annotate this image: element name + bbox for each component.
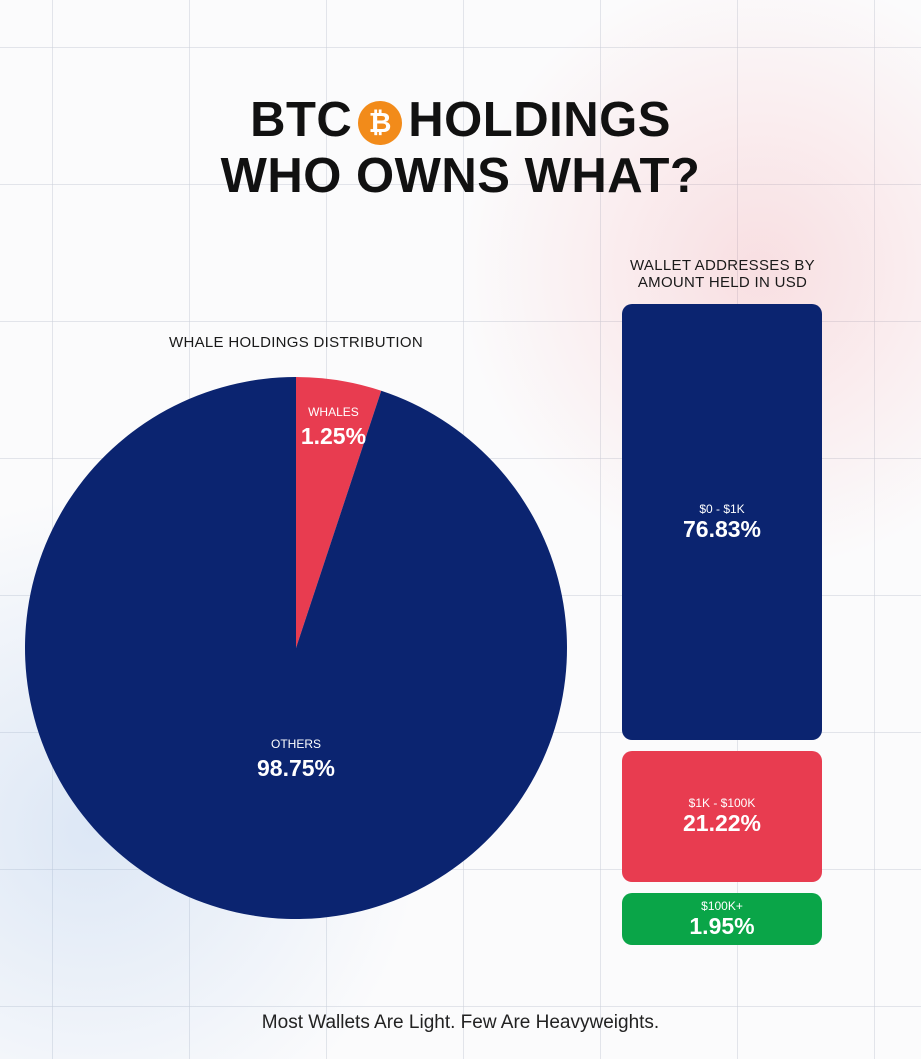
bar-value-label: 76.83% <box>682 515 761 542</box>
bitcoin-icon: ₿ <box>358 101 403 145</box>
title-line-2: WHO OWNS WHAT? <box>220 149 701 203</box>
bar-block-0-1k: $0 - $1K 76.83% <box>622 304 822 740</box>
title-line-1: BTC ₿ HOLDINGS <box>0 92 921 148</box>
pie-label-whales: WHALES <box>308 405 359 419</box>
bar-value-label: 1.95% <box>689 913 755 939</box>
bar-category-label: $1K - $100K <box>688 796 756 811</box>
bar-category-label: $0 - $1K <box>699 501 745 516</box>
footer-caption: Most Wallets Are Light. Few Are Heavywei… <box>261 1012 660 1033</box>
pie-value-others: 98.75% <box>257 755 335 781</box>
pie-slice-others <box>24 377 568 919</box>
bar-value-label: 21.22% <box>682 810 761 837</box>
pie-slice-whales <box>296 377 382 648</box>
pie-label-others: OTHERS <box>271 737 321 751</box>
title-btc: BTC <box>250 93 353 147</box>
bar-block-1k-100k: $1K - $100K 21.22% <box>622 750 822 882</box>
title-holdings: HOLDINGS <box>408 93 671 147</box>
page-title: BTC ₿ HOLDINGS WHO OWNS WHAT? <box>0 92 921 204</box>
bar-chart-title-line-1: WALLET ADDRESSES BY <box>630 257 815 274</box>
bar-category-label: $100K+ <box>701 899 743 913</box>
pie-chart-title: WHALE HOLDINGS DISTRIBUTION <box>169 334 423 351</box>
pie-value-whales: 1.25% <box>301 423 366 449</box>
bar-chart-title-line-2: AMOUNT HELD IN USD <box>637 274 808 291</box>
bar-block-100k-plus: $100K+ 1.95% <box>622 893 822 945</box>
bar-chart-title: WALLET ADDRESSES BY AMOUNT HELD IN USD <box>610 257 835 291</box>
